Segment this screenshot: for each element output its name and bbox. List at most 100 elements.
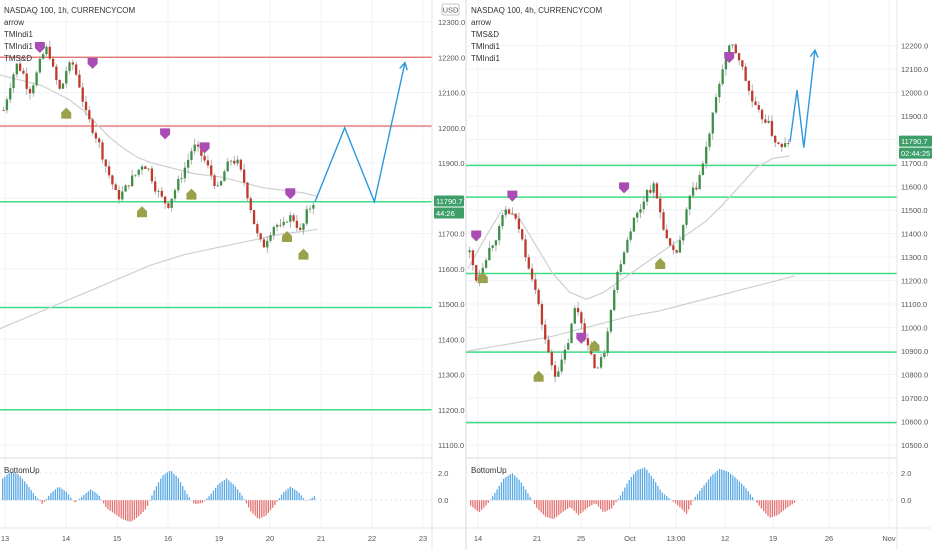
indicator-histogram-bar <box>199 500 201 504</box>
indicator-histogram-bar <box>254 500 256 516</box>
indicator-histogram-bar <box>109 500 111 511</box>
sell-signal-marker <box>87 57 98 69</box>
indicator-histogram-bar <box>661 492 663 501</box>
price-tick-label: 10500.0 <box>901 441 928 450</box>
candle-body <box>84 101 88 111</box>
price-tick-label: 11300.0 <box>438 371 465 380</box>
indicator-histogram-bar <box>37 498 39 501</box>
indicator-histogram-bar <box>591 500 593 506</box>
candle-body <box>177 178 180 191</box>
indicator-histogram-bar <box>201 500 204 503</box>
right-chart-pane[interactable]: 12200.012100.012000.011900.011800.011700… <box>441 0 932 550</box>
indicator-histogram-bar <box>593 500 595 504</box>
indicator-histogram-bar <box>103 500 105 504</box>
candle-body <box>256 224 259 234</box>
indicator-histogram-bar <box>294 489 296 501</box>
candle-body <box>150 168 154 182</box>
indicator-histogram-bar <box>4 476 6 501</box>
indicator-histogram-bar <box>92 490 94 501</box>
indicator-histogram-bar <box>12 472 15 501</box>
indicator-histogram-bar <box>701 488 703 501</box>
indicator-histogram-bar <box>162 475 164 501</box>
indicator-histogram-bar <box>173 473 175 501</box>
indicator-histogram-bar <box>789 500 791 506</box>
candle-body <box>507 209 511 214</box>
indicator-histogram-bar <box>70 497 72 501</box>
candle-body <box>629 231 632 240</box>
candle-body <box>272 226 275 236</box>
indicator-histogram-bar <box>564 500 567 511</box>
indicator-histogram-bar <box>164 473 166 501</box>
indicator-histogram-bar <box>157 482 160 501</box>
indicator-histogram-bar <box>509 474 511 501</box>
indicator-histogram-bar <box>784 500 787 509</box>
indicator-histogram-bar <box>223 479 226 501</box>
right-projection-path <box>789 48 819 148</box>
indicator-histogram-bar <box>94 492 96 501</box>
right-signal-markers <box>471 51 735 382</box>
candle-body <box>527 257 530 269</box>
indicator-histogram-bar <box>272 500 274 508</box>
candle-body <box>596 367 599 369</box>
currency-badge[interactable]: USD <box>441 3 460 16</box>
indicator-histogram-bar <box>672 500 674 502</box>
indicator-histogram-bar <box>124 500 127 521</box>
candle-body <box>275 224 279 227</box>
candle-body <box>259 233 262 240</box>
candle-body <box>223 171 226 182</box>
left-chart-pane[interactable]: 12300.012200.012100.012000.011900.011800… <box>0 0 466 550</box>
indicator-histogram-bar <box>621 491 624 501</box>
sell-signal-marker <box>619 182 630 194</box>
candle-body <box>606 331 609 354</box>
candle-body <box>104 159 107 167</box>
candle-body <box>111 175 114 185</box>
candle-body <box>770 120 774 136</box>
projection-arrowhead <box>399 61 408 71</box>
candle-body <box>216 185 219 187</box>
candle-body <box>649 190 652 193</box>
indicator-histogram-bar <box>478 500 481 512</box>
indicator-histogram-bar <box>241 495 243 501</box>
indicator-histogram-bar <box>571 500 573 509</box>
indicator-histogram-bar <box>696 493 699 501</box>
indicator-histogram-bar <box>182 486 184 501</box>
indicator-histogram-bar <box>138 500 140 517</box>
candle-body <box>517 218 521 230</box>
indicator-histogram-bar <box>540 500 542 513</box>
candle-body <box>501 214 504 227</box>
right-time-axis[interactable]: 14 21 25 Oct 13:00 12 19 26 Nov <box>466 527 931 543</box>
indicator-histogram-bar <box>635 471 637 501</box>
indicator-histogram-bar <box>659 489 661 501</box>
candle-body <box>157 190 160 192</box>
indicator-histogram-bar <box>21 478 24 501</box>
indicator-histogram-bar <box>10 471 13 501</box>
indicator-histogram-bar <box>50 493 52 501</box>
indicator-histogram-bar <box>549 500 551 519</box>
indicator-histogram-bar <box>287 488 289 501</box>
right-grid <box>466 0 897 528</box>
price-tick-label: 11600.0 <box>438 265 465 274</box>
left-time-axis[interactable]: 13 14 15 16 19 20 21 22 23 <box>0 527 466 543</box>
candle-body <box>580 312 583 324</box>
indicator-histogram-bar <box>300 495 302 501</box>
moving-average-line <box>467 275 796 352</box>
indicator-histogram-bar <box>144 500 147 510</box>
indicator-histogram-bar <box>602 500 604 512</box>
indicator-histogram-bar <box>588 500 591 507</box>
projection-line <box>314 62 406 205</box>
right-price-axis[interactable]: 12200.012100.012000.011900.011800.011700… <box>896 0 932 550</box>
price-tick-label: 11500.0 <box>901 206 928 215</box>
left-price-axis[interactable]: 12300.012200.012100.012000.011900.011800… <box>431 0 465 550</box>
candle-body <box>514 213 517 219</box>
indicator-histogram-bar <box>573 500 575 511</box>
currency-badge-box[interactable] <box>441 3 460 16</box>
indicator-histogram-bar <box>8 472 10 501</box>
candle-body <box>494 240 498 246</box>
price-tick-label: 12200.0 <box>901 42 928 51</box>
candle-body <box>183 167 187 179</box>
candle-body <box>576 308 580 313</box>
indicator-histogram-bar <box>78 498 81 501</box>
indicator-histogram-bar <box>500 482 503 501</box>
candle-body <box>583 323 586 339</box>
